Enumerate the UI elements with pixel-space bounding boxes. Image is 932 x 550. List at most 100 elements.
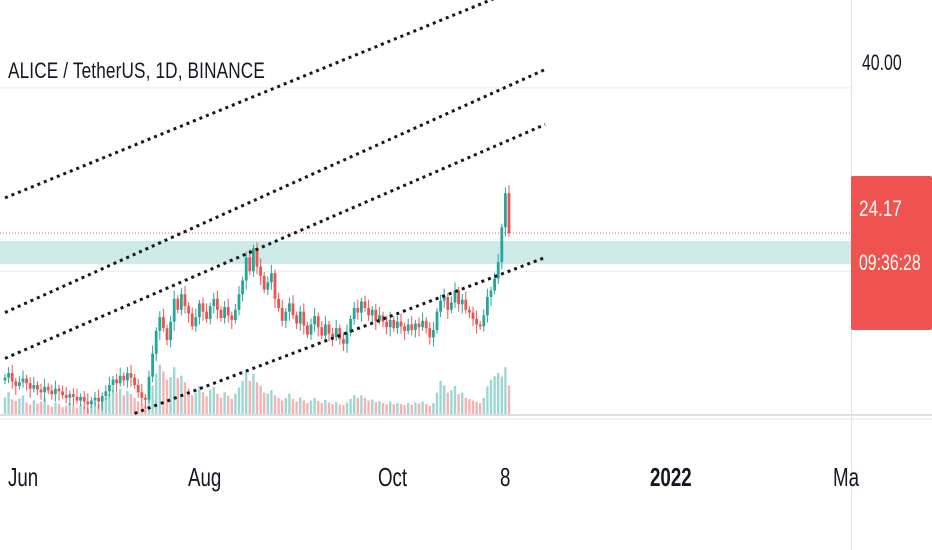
candle-body [118, 375, 122, 384]
volume-bar [302, 400, 305, 414]
last-price-tag: 24.17 09:36:28 [851, 176, 932, 330]
volume-bar [500, 376, 503, 414]
volume-bar [90, 405, 93, 414]
candle-body [82, 396, 86, 402]
volume-bar [371, 399, 374, 414]
volume-bar [417, 403, 421, 414]
volume-bar [306, 403, 309, 414]
candle-body [424, 320, 428, 329]
candle-body [180, 294, 183, 310]
candle-body [122, 375, 126, 381]
support-zone [0, 241, 851, 264]
candle-body [421, 320, 424, 328]
volume-bar [475, 402, 478, 414]
volume-bar [97, 404, 100, 414]
candle-body [381, 315, 385, 322]
candle-body [468, 309, 471, 313]
volume-bar [50, 406, 53, 414]
volume-bar [356, 397, 359, 414]
volume-bar [270, 390, 273, 414]
candle-body [338, 328, 342, 340]
volume-bar [493, 376, 496, 414]
volume-bar [453, 385, 457, 414]
volume-bar [144, 405, 147, 414]
candle-body [277, 298, 280, 308]
volume-bar [446, 392, 449, 414]
candle-body [165, 328, 169, 341]
volume-bar [133, 397, 136, 414]
candle-body [21, 378, 25, 383]
candle-body [25, 378, 28, 384]
volume-bar [7, 392, 10, 414]
volume-bar [363, 397, 367, 414]
volume-bar [147, 395, 151, 414]
volume-bar [461, 392, 464, 414]
volume-bar [349, 398, 352, 414]
volume-bar [169, 377, 172, 414]
candle-body [273, 273, 277, 299]
candle-body [385, 321, 388, 328]
candle-body [158, 317, 162, 331]
volume-bar [273, 395, 277, 414]
volume-bar [18, 398, 21, 414]
candle-body [126, 373, 129, 381]
candle-body [190, 313, 194, 327]
candle-body [39, 389, 43, 393]
volume-bar [309, 400, 313, 414]
volume-bar [421, 401, 424, 414]
volume-bar [277, 397, 280, 414]
candle-body [72, 394, 75, 397]
candle-body [198, 303, 201, 318]
volume-bar [331, 404, 334, 414]
volume-bar [479, 403, 482, 414]
candle-body [90, 400, 93, 405]
candle-body [464, 299, 468, 310]
time-axis-label: 8 [500, 462, 511, 492]
volume-bar [93, 402, 97, 414]
trendline [4, 123, 546, 360]
volume-bar [284, 397, 287, 414]
candle-body [129, 373, 133, 378]
volume-bar [299, 397, 302, 414]
candle-body [183, 294, 187, 307]
candle-body [396, 321, 399, 329]
volume-bar [374, 402, 377, 414]
time-axis-label: Jun [8, 462, 39, 492]
volume-bar [320, 403, 323, 414]
volume-bar [291, 398, 295, 414]
volume-bar [126, 391, 129, 414]
volume-bar [43, 398, 46, 414]
volume-bar [389, 401, 392, 414]
candle-body [10, 373, 14, 382]
volume-bar [129, 393, 133, 414]
candle-body [392, 319, 396, 329]
volume-bar [237, 387, 241, 414]
volume-bar [450, 390, 453, 414]
volume-bar [489, 379, 493, 414]
candle-body [363, 301, 367, 308]
candle-body [486, 296, 489, 316]
candle-body [230, 315, 234, 320]
candle-body [450, 302, 453, 310]
candle-body [270, 273, 273, 283]
candle-body [360, 301, 363, 313]
volume-bar [119, 388, 122, 414]
volume-bar [464, 397, 467, 414]
volume-bar [176, 378, 179, 414]
candle-body [370, 309, 374, 316]
candle-body [507, 193, 511, 234]
volume-bar [25, 402, 28, 414]
volume-bar [507, 385, 511, 414]
candle-body [3, 377, 7, 381]
volume-bar [209, 389, 212, 414]
volume-bar [335, 402, 338, 414]
volume-bar [212, 386, 215, 414]
candle-body [284, 311, 288, 321]
candle-body [108, 384, 111, 392]
volume-bar [14, 401, 17, 414]
volume-bar [83, 406, 86, 414]
volume-bar [57, 404, 61, 414]
volume-bar [471, 400, 475, 414]
candle-body [320, 327, 324, 336]
